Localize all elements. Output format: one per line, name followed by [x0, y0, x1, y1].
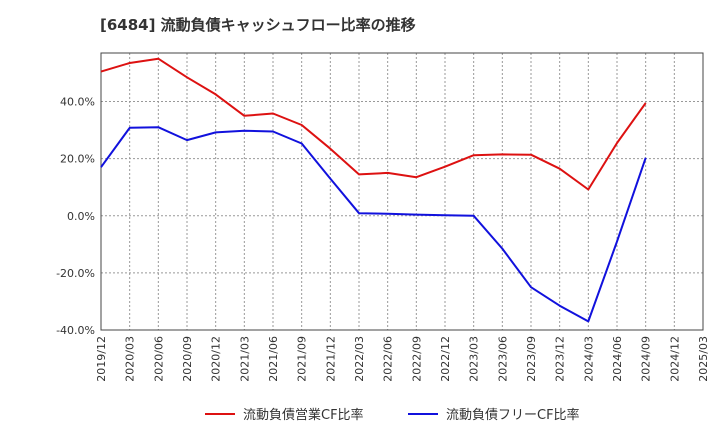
x-tick-label: 2022/03 — [353, 336, 366, 382]
x-tick-label: 2023/09 — [525, 336, 538, 382]
y-tick-label: 20.0% — [60, 153, 95, 166]
x-tick-label: 2021/12 — [324, 336, 337, 382]
x-tick-label: 2020/03 — [124, 336, 137, 382]
x-tick-label: 2020/12 — [210, 336, 223, 382]
x-tick-label: 2021/06 — [267, 336, 280, 382]
x-tick-label: 2024/09 — [640, 336, 653, 382]
gridlines — [100, 53, 704, 331]
x-tick-label: 2024/03 — [582, 336, 595, 382]
series-lines — [100, 57, 647, 323]
legend-label: 流動負債フリーCF比率 — [446, 407, 580, 423]
x-tick-label: 2022/12 — [439, 336, 452, 382]
x-tick-label: 2022/09 — [410, 336, 423, 382]
legend: 流動負債営業CF比率 流動負債フリーCF比率 — [205, 407, 580, 423]
x-tick-label: 2024/06 — [611, 336, 624, 382]
x-tick-label: 2025/03 — [697, 336, 710, 382]
x-tick-label: 2023/12 — [554, 336, 567, 382]
x-tick-label: 2020/06 — [152, 336, 165, 382]
chart-title: [6484] 流動負債キャッシュフロー比率の推移 — [100, 16, 416, 34]
y-tick-label: -20.0% — [56, 267, 95, 280]
x-tick-label: 2021/03 — [238, 336, 251, 382]
x-tick-label: 2019/12 — [95, 336, 108, 382]
x-tick-label: 2020/09 — [181, 336, 194, 382]
x-tick-label: 2024/12 — [668, 336, 681, 382]
series-line — [100, 57, 647, 191]
x-tick-label: 2023/06 — [496, 336, 509, 382]
x-tick-label: 2023/03 — [468, 336, 481, 382]
y-axis-ticks: -40.0% -20.0% 0.0% 20.0% 40.0% — [56, 96, 95, 337]
y-tick-label: 40.0% — [60, 96, 95, 109]
plot-frame — [100, 52, 704, 331]
x-tick-label: 2022/06 — [382, 336, 395, 382]
x-tick-label: 2021/09 — [296, 336, 309, 382]
x-axis-ticks: 2019/12 2020/03 2020/06 2020/09 2020/12 2021/… — [95, 336, 710, 382]
y-tick-label: 0.0% — [67, 210, 95, 223]
legend-label: 流動負債営業CF比率 — [243, 407, 364, 423]
series-line — [100, 126, 647, 323]
y-tick-label: -40.0% — [56, 324, 95, 337]
